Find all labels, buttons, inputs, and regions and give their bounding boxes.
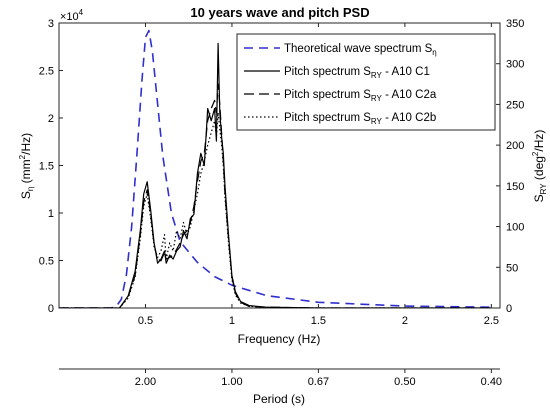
x-axis-ticks: 0.5 1 1.5 2 2.5 (138, 23, 499, 327)
y-right-axis-label: SRY (deg2/Hz) (531, 130, 548, 203)
y-left-tick-label: 2 (48, 113, 54, 125)
legend-label-3: Pitch spectrum SRY - A10 C2a (284, 89, 437, 103)
period-tick-label: 1.00 (221, 376, 242, 388)
series-line-4 (59, 111, 492, 308)
y-left-tick-label: 1.5 (39, 161, 54, 173)
x-tick-label: 2.5 (484, 315, 499, 327)
y-right-tick-label: 350 (506, 18, 524, 30)
y-right-tick-label: 300 (506, 59, 524, 71)
chart-title: 10 years wave and pitch PSD (190, 5, 369, 20)
period-tick-label: 0.67 (308, 376, 329, 388)
y-right-axis-ticks: 0 50 100 150 200 250 300 350 (496, 18, 524, 315)
period-tick-label: 0.40 (481, 376, 502, 388)
legend-box (236, 33, 496, 131)
x-tick-label: 2 (402, 315, 408, 327)
x-tick-label: 1 (229, 315, 235, 327)
y-right-tick-label: 250 (506, 99, 524, 111)
period-tick-label: 2.00 (135, 376, 156, 388)
legend: Theoretical wave spectrum Sη Pitch spectr… (236, 33, 496, 131)
y-left-axis-label: Sη (mm2/Hz) (18, 133, 35, 199)
y-right-tick-label: 200 (506, 140, 524, 152)
legend-label-2: Pitch spectrum SRY - A10 C1 (284, 66, 430, 80)
series-line-1 (59, 29, 492, 308)
y-left-tick-label: 0.5 (39, 256, 54, 268)
y-left-axis-ticks: 0 0.5 1 1.5 2 2.5 3 (39, 18, 63, 315)
period-axis-ticks: 2.00 1.00 0.67 0.50 0.40 (135, 369, 502, 388)
y-left-tick-label: 0 (48, 303, 54, 315)
period-tick-label: 0.50 (394, 376, 415, 388)
period-axis-label: Period (s) (253, 392, 305, 406)
series-lines (59, 29, 492, 308)
x-tick-label: 0.5 (138, 315, 153, 327)
y-right-tick-label: 0 (506, 303, 512, 315)
legend-label-1: Theoretical wave spectrum Sη (284, 43, 437, 57)
y-left-exponent: ×104 (60, 8, 84, 23)
y-left-tick-label: 2.5 (39, 66, 54, 78)
legend-label-4: Pitch spectrum SRY - A10 C2b (284, 112, 436, 126)
y-left-tick-label: 1 (48, 208, 54, 220)
y-right-tick-label: 150 (506, 181, 524, 193)
y-left-tick-label: 3 (48, 18, 54, 30)
y-right-tick-label: 50 (506, 262, 518, 274)
x-axis-label: Frequency (Hz) (238, 332, 321, 346)
y-right-tick-label: 100 (506, 222, 524, 234)
x-tick-label: 1.5 (311, 315, 326, 327)
